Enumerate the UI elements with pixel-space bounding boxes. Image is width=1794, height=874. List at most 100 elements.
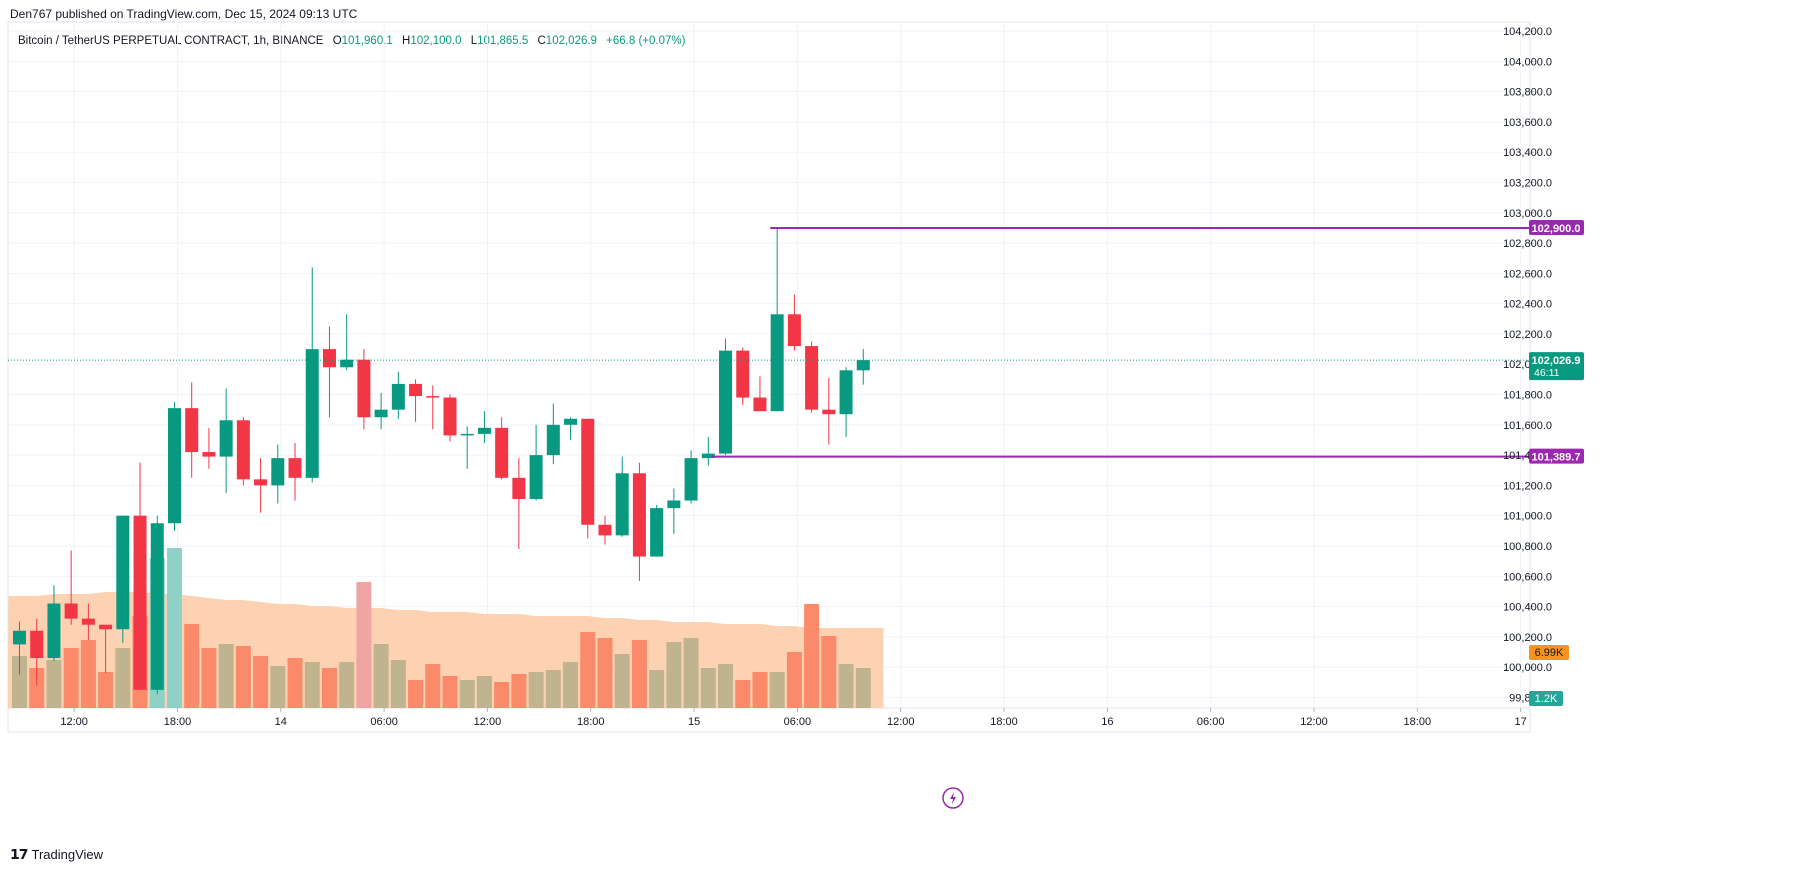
candles bbox=[13, 227, 870, 695]
candle-body bbox=[47, 603, 61, 659]
volume-bar bbox=[597, 638, 613, 708]
candle-body bbox=[598, 524, 612, 536]
volume-bar bbox=[12, 656, 27, 708]
candle-body bbox=[684, 458, 698, 501]
volume-bar bbox=[408, 680, 424, 708]
time-tick-label: 12:00 bbox=[474, 716, 502, 728]
volume-bar bbox=[321, 668, 337, 708]
volume-bar bbox=[390, 660, 406, 708]
volume-label: 1.2K bbox=[1535, 693, 1558, 705]
horizontal-levels[interactable] bbox=[8, 226, 1530, 458]
candle-body bbox=[701, 453, 715, 459]
volume-bar bbox=[769, 672, 785, 708]
price-tick-label: 102,200.0 bbox=[1503, 329, 1552, 341]
candle-body bbox=[271, 458, 285, 486]
price-tick-label: 101,200.0 bbox=[1503, 480, 1552, 492]
price-tick-label: 103,200.0 bbox=[1503, 178, 1552, 190]
volume-bar bbox=[218, 644, 234, 708]
candle-body bbox=[787, 314, 801, 347]
last-price-badge bbox=[1529, 352, 1584, 381]
level-price-label: 102,900.0 bbox=[1532, 223, 1581, 235]
candle-body bbox=[615, 473, 629, 536]
lightning-glyph bbox=[950, 792, 956, 804]
candle-body bbox=[512, 477, 526, 500]
volume-bar bbox=[649, 670, 665, 708]
candle-body bbox=[288, 458, 302, 478]
candle-body bbox=[564, 418, 578, 425]
volume-bar bbox=[631, 640, 647, 708]
volume-bar bbox=[80, 640, 96, 708]
candle-body bbox=[839, 370, 853, 415]
volume-bar bbox=[666, 642, 682, 708]
candle-body bbox=[477, 427, 491, 434]
candle-body bbox=[30, 630, 44, 659]
volume-bar bbox=[804, 604, 820, 708]
price-tick-label: 103,600.0 bbox=[1503, 117, 1552, 129]
time-tick-label: 14 bbox=[275, 716, 287, 728]
volume-bar bbox=[425, 664, 441, 708]
volume-ma-badge bbox=[1529, 645, 1569, 660]
candle-body bbox=[753, 397, 767, 412]
volume-bar bbox=[98, 672, 114, 708]
price-tick-label: 102,400.0 bbox=[1503, 299, 1552, 311]
volume-bar bbox=[373, 644, 389, 708]
volume-bar bbox=[752, 672, 768, 708]
candle-body bbox=[322, 349, 336, 368]
volume-bar bbox=[528, 672, 544, 708]
time-tick-label: 18:00 bbox=[1404, 716, 1432, 728]
candle-body bbox=[650, 508, 664, 557]
candle-body bbox=[185, 408, 199, 453]
candle-body bbox=[495, 427, 509, 478]
volume-bar bbox=[855, 668, 871, 708]
candle-body bbox=[374, 409, 388, 418]
volume-bar bbox=[46, 660, 62, 708]
candle-body bbox=[770, 314, 784, 412]
candle-body bbox=[340, 359, 354, 368]
time-tick-label: 12:00 bbox=[887, 716, 915, 728]
volume-bar bbox=[735, 680, 751, 708]
price-tick-label: 102,800.0 bbox=[1503, 238, 1552, 250]
volume-bar bbox=[201, 648, 217, 708]
tradingview-footer: 𝟭𝟳 TradingView bbox=[10, 846, 103, 863]
candle-body bbox=[667, 500, 681, 509]
time-tick-label: 12:00 bbox=[1300, 716, 1328, 728]
candle-body bbox=[391, 383, 405, 410]
candle-body bbox=[856, 360, 870, 371]
ohlc-low: L101,865.5 bbox=[470, 35, 529, 47]
candle-body bbox=[719, 350, 733, 454]
published-by-line: Den767 published on TradingView.com, Dec… bbox=[10, 7, 358, 21]
volume-bar bbox=[563, 662, 579, 708]
candle-body bbox=[736, 350, 750, 398]
axes[interactable]: 104,200.0 104,000.0 103,800.0 103,600.0 103,… bbox=[60, 26, 1552, 728]
time-tick-label: 18:00 bbox=[164, 716, 192, 728]
volume-pane bbox=[8, 548, 884, 708]
time-tick-label: 18:00 bbox=[990, 716, 1018, 728]
candle-body bbox=[150, 523, 164, 690]
level-price-badge bbox=[1529, 448, 1584, 464]
time-tick-label: 15 bbox=[688, 716, 700, 728]
candle-body bbox=[805, 346, 819, 410]
volume-bar bbox=[494, 682, 510, 708]
price-tick-label: 103,800.0 bbox=[1503, 87, 1552, 99]
price-tick-label: 101,600.0 bbox=[1503, 420, 1552, 432]
ohlc-open: O101,960.1 bbox=[332, 35, 393, 47]
volume-ma-label: 6.99K bbox=[1535, 647, 1564, 659]
brand-name: TradingView bbox=[31, 847, 104, 862]
price-tick-label: 104,200.0 bbox=[1503, 26, 1552, 38]
volume-bar bbox=[339, 662, 355, 708]
candle-body bbox=[219, 420, 233, 457]
volume-bar bbox=[838, 664, 854, 708]
symbol-title[interactable]: Bitcoin / TetherUS PERPETUAL CONTRACT, 1… bbox=[18, 35, 324, 47]
time-tick-label: 12:00 bbox=[60, 716, 88, 728]
price-tick-label: 100,800.0 bbox=[1503, 541, 1552, 553]
volume-bar bbox=[253, 656, 269, 708]
time-tick-label: 06:00 bbox=[370, 716, 398, 728]
candle-body bbox=[13, 630, 26, 645]
ohlc-close: C102,026.9 bbox=[537, 35, 597, 47]
price-tick-label: 100,600.0 bbox=[1503, 571, 1552, 583]
volume-bar bbox=[545, 670, 561, 708]
candle-body bbox=[167, 408, 181, 524]
volume-bar bbox=[700, 668, 716, 708]
price-tick-label: 100,400.0 bbox=[1503, 602, 1552, 614]
